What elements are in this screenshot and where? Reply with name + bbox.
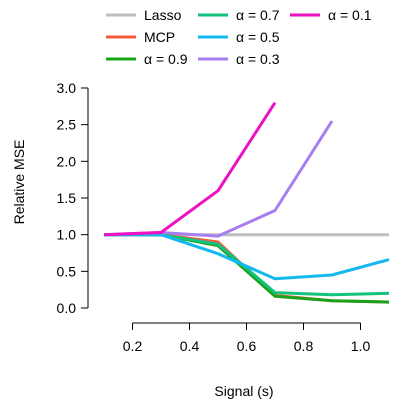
legend: Lasso MCP α = 0.9 α = 0.7 α = 0.5 α = 0.3 α = … — [106, 7, 372, 67]
legend-label-0-9: α = 0.9 — [144, 51, 188, 67]
y-tick-label: 2.0 — [57, 153, 77, 169]
y-tick-label: 3.0 — [57, 80, 77, 96]
series-line-0-5 — [104, 233, 390, 281]
x-axis-label: Signal (s) — [214, 383, 273, 399]
legend-label-0-5: α = 0.5 — [236, 29, 280, 45]
x-tick-label: 0.2 — [123, 338, 143, 354]
legend-label-0-1: α = 0.1 — [328, 7, 372, 23]
series-line-0-1 — [103, 101, 277, 237]
y-axis-label: Relative MSE — [11, 140, 27, 225]
legend-label-0-7: α = 0.7 — [236, 7, 280, 23]
y-tick-label: 0.5 — [57, 263, 77, 279]
plot-area — [103, 101, 390, 304]
x-tick-label: 0.6 — [237, 338, 257, 354]
y-axis: 0.0 0.5 1.0 1.5 2.0 2.5 3.0 — [57, 80, 89, 316]
legend-label-0-3: α = 0.3 — [236, 51, 280, 67]
x-tick-label: 1.0 — [351, 338, 371, 354]
series-line-0-3 — [103, 120, 334, 238]
x-axis: 0.2 0.4 0.6 0.8 1.0 — [123, 322, 371, 354]
x-tick-label: 0.8 — [294, 338, 314, 354]
y-tick-label: 2.5 — [57, 117, 77, 133]
y-tick-label: 1.5 — [57, 190, 77, 206]
y-tick-label: 0.0 — [57, 300, 77, 316]
y-tick-label: 1.0 — [57, 227, 77, 243]
x-tick-label: 0.4 — [180, 338, 200, 354]
legend-label-lasso: Lasso — [144, 7, 182, 23]
legend-label-mcp: MCP — [144, 29, 175, 45]
